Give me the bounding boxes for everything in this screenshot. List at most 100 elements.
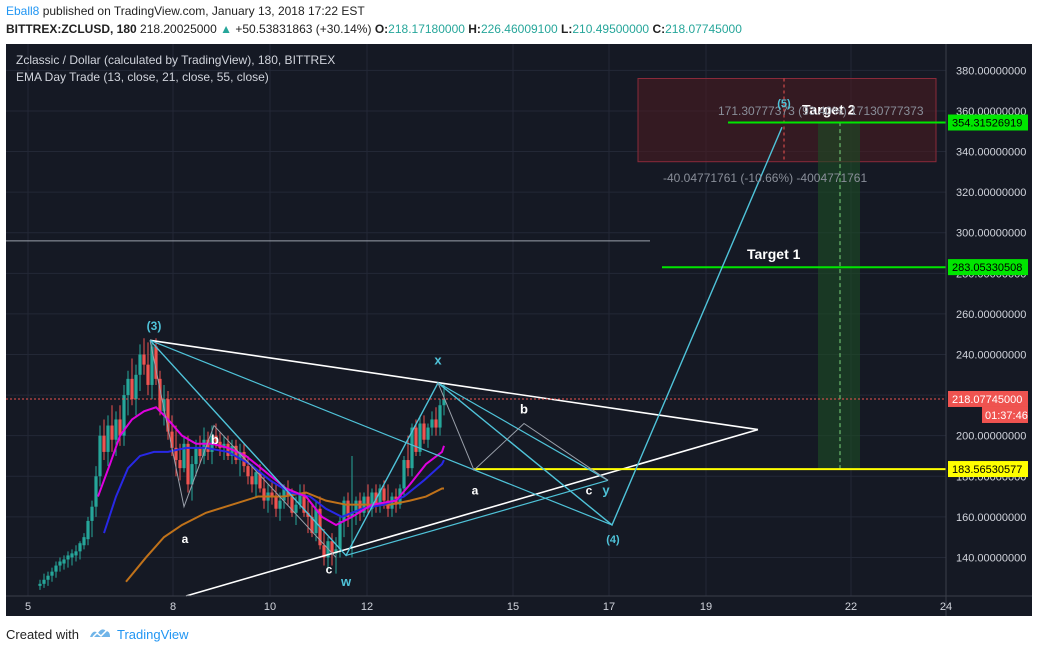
candle <box>226 443 230 456</box>
candle <box>390 496 394 509</box>
candle <box>46 575 50 580</box>
zigzag-line <box>149 340 337 558</box>
countdown-label: 01:37:46 <box>985 410 1028 422</box>
zigzag-line <box>437 382 609 481</box>
price-tag <box>948 461 1028 478</box>
candle <box>322 545 326 558</box>
candle <box>438 405 442 428</box>
x-tick-label: 17 <box>603 601 615 613</box>
y-tick-label: 380.00000000 <box>956 65 1026 77</box>
publish-line: Eball8 published on TradingView.com, Jan… <box>6 4 365 18</box>
y-tick-label: 240.00000000 <box>956 350 1026 362</box>
candle <box>94 476 98 507</box>
tradingview-logo-icon[interactable] <box>88 625 112 641</box>
y-tick-label: 140.00000000 <box>956 552 1026 564</box>
candle <box>110 425 114 440</box>
wave-label: b <box>211 432 219 447</box>
price-text: 218.20025000 <box>140 22 217 36</box>
change-text: +50.53831863 (+30.14%) <box>235 22 372 36</box>
candle <box>38 583 42 586</box>
candle <box>310 516 314 534</box>
candle <box>166 399 170 432</box>
candle <box>122 395 126 436</box>
y-tick-label: 260.00000000 <box>956 309 1026 321</box>
overlays <box>6 78 937 470</box>
candle <box>434 419 438 428</box>
price-tag <box>948 259 1028 276</box>
arrow-up-icon: ▲ <box>220 22 233 36</box>
candle <box>74 551 78 556</box>
wave-channel-line <box>149 339 613 526</box>
candle <box>382 488 386 501</box>
candle <box>130 378 134 400</box>
wave-label: (4) <box>606 534 620 546</box>
candle <box>410 427 414 469</box>
candle <box>142 354 146 365</box>
wave-label: c <box>326 563 333 577</box>
target1-label: Target 1 <box>747 246 801 262</box>
x-tick-label: 12 <box>361 601 373 613</box>
time-axis[interactable]: 5 8 10 12 15 17 19 22 24 <box>25 601 952 613</box>
price-axis[interactable]: 140.00000000160.00000000180.00000000200.… <box>948 65 1028 564</box>
author-link[interactable]: Eball8 <box>6 4 40 18</box>
candle <box>294 504 298 513</box>
candle <box>78 543 82 552</box>
wave-label: a <box>182 532 189 546</box>
candle <box>190 464 194 485</box>
candle <box>426 427 430 440</box>
candle <box>350 512 354 517</box>
price-chart[interactable]: Target 2 Target 1 171.30777373 (93.40%) 17… <box>6 44 1032 616</box>
candle <box>178 460 182 469</box>
tradingview-link[interactable]: TradingView <box>117 627 189 642</box>
ema-55-line <box>125 487 444 583</box>
x-tick-label: 10 <box>264 601 276 613</box>
candle <box>194 447 198 465</box>
candle <box>314 508 318 534</box>
candle <box>414 427 418 452</box>
x-tick-label: 15 <box>507 601 519 613</box>
wave-label: w <box>340 574 352 589</box>
candle <box>114 419 118 440</box>
candle <box>134 374 138 400</box>
wave-channel-line <box>345 479 609 556</box>
wave-label: c <box>586 484 593 498</box>
candle <box>118 419 122 436</box>
x-tick-label: 5 <box>25 601 31 613</box>
candle <box>282 488 286 501</box>
drawings <box>6 121 946 597</box>
target2-label: Target 2 <box>802 102 856 118</box>
wave-label: (3) <box>147 319 162 333</box>
high-value: 226.46009100 <box>480 22 558 36</box>
chart-title: Zclassic / Dollar (calculated by Trading… <box>16 53 335 67</box>
candle <box>306 512 310 517</box>
candle <box>354 500 358 513</box>
chart-panel[interactable]: Target 2 Target 1 171.30777373 (93.40%) 17… <box>6 44 1032 616</box>
candle <box>242 451 246 467</box>
high-label: H: <box>468 22 481 36</box>
candle <box>258 472 262 489</box>
candle <box>82 537 86 546</box>
candle <box>174 447 178 461</box>
open-value: 218.17180000 <box>388 22 465 36</box>
published-text: published on TradingView.com, January 13… <box>42 4 365 18</box>
candle <box>70 553 74 558</box>
candle <box>206 439 210 452</box>
x-tick-label: 8 <box>170 601 176 613</box>
symbol-text: BITTREX:ZCLUSD, 180 <box>6 22 137 36</box>
candle <box>234 445 238 461</box>
x-tick-label: 19 <box>700 601 712 613</box>
candle <box>370 492 374 509</box>
candle <box>270 492 274 497</box>
y-tick-label: 300.00000000 <box>956 228 1026 240</box>
y-tick-label: 340.00000000 <box>956 147 1026 159</box>
price-tag-label: 218.07745000 <box>952 394 1022 406</box>
close-label: C: <box>652 22 666 36</box>
candle <box>338 520 342 550</box>
candle <box>250 476 254 485</box>
price-tag-label: 183.56530577 <box>952 464 1022 476</box>
candle <box>430 419 434 428</box>
y-tick-label: 200.00000000 <box>956 431 1026 443</box>
footer: Created with TradingView <box>0 616 1038 652</box>
candle <box>182 443 186 469</box>
triangle-upper-line <box>149 339 759 431</box>
